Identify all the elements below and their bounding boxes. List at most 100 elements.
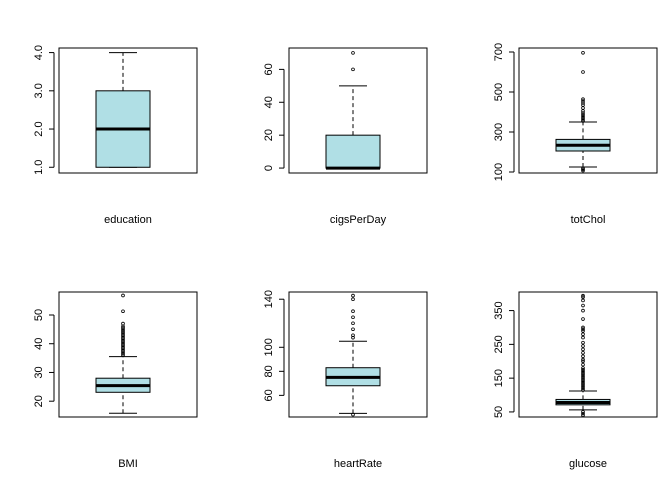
x-axis-label: totChol: [571, 214, 606, 226]
outlier-point: [351, 67, 355, 72]
y-tick-label: 50: [493, 406, 505, 418]
box: [325, 134, 381, 169]
y-tick-label: 30: [33, 366, 45, 378]
x-axis-label: BMI: [118, 458, 138, 470]
panel-heartRate: 60 80 100 140 heartRate: [263, 290, 428, 470]
y-tick-label: 80: [263, 365, 275, 377]
outlier-point: [581, 335, 585, 340]
outlier-point: [581, 372, 585, 377]
outlier-point: [351, 333, 355, 338]
outlier-point: [581, 168, 585, 173]
outlier-point: [581, 308, 585, 313]
outlier-point: [581, 298, 585, 303]
outlier-point: [121, 321, 125, 326]
outlier-point: [121, 326, 125, 330]
outlier-point: [581, 50, 585, 55]
outlier-point: [581, 369, 585, 374]
outlier-point: [581, 166, 585, 171]
outlier-point: [581, 381, 585, 386]
y-tick-label: 3.0: [33, 83, 45, 98]
panel-cigsPerDay: 0 20 40 60 cigsPerDay: [263, 47, 428, 226]
outlier-point: [121, 309, 125, 314]
outlier-point: [351, 327, 355, 332]
outlier-point: [581, 106, 585, 110]
outlier-point: [581, 347, 585, 352]
outlier-point: [581, 366, 585, 370]
outlier-point: [581, 327, 585, 331]
panel-BMI: 20 30 40 50 BMI: [33, 291, 198, 470]
outlier-point: [351, 309, 355, 314]
outlier-point: [581, 332, 585, 337]
outlier-point: [581, 303, 585, 308]
outlier-point: [581, 410, 585, 414]
outlier-point: [581, 354, 585, 358]
outlier-point: [581, 357, 585, 362]
outlier-point: [121, 293, 125, 298]
plot-frame: [518, 47, 658, 174]
y-tick-label: 40: [263, 96, 275, 108]
outlier-point: [581, 111, 585, 115]
outlier-point: [581, 378, 585, 382]
y-tick-label: 0: [263, 165, 275, 171]
outlier-point: [581, 113, 585, 117]
outlier-point: [581, 386, 585, 391]
y-tick-label: 250: [493, 335, 505, 353]
outlier-point: [581, 413, 585, 418]
outlier-point: [581, 103, 585, 107]
outlier-point: [581, 101, 585, 105]
outlier-point: [581, 295, 585, 299]
plot-frame: [518, 291, 658, 418]
outlier-point: [581, 329, 585, 333]
outlier-point: [581, 388, 585, 392]
outlier-point: [581, 70, 585, 74]
y-tick-label: 60: [263, 63, 275, 75]
outlier-point: [581, 97, 585, 101]
y-tick-label: 20: [263, 129, 275, 141]
outlier-point: [581, 384, 585, 389]
outlier-point: [351, 293, 355, 298]
y-tick-label: 4.0: [33, 45, 45, 60]
y-tick-label: 20: [33, 395, 45, 407]
y-tick-label: 350: [493, 301, 505, 319]
y-tick-label: 50: [33, 309, 45, 321]
plot-frame: [288, 47, 428, 174]
x-axis-label: cigsPerDay: [330, 214, 387, 226]
outlier-point: [351, 51, 355, 55]
outlier-point: [581, 411, 585, 416]
outlier-point: [581, 383, 585, 387]
outlier-point: [581, 99, 585, 103]
outlier-point: [581, 374, 585, 379]
y-tick-label: 60: [263, 389, 275, 401]
x-axis-label: heartRate: [334, 458, 382, 470]
outlier-point: [581, 114, 585, 119]
plot-frame: [58, 47, 198, 174]
y-tick-label: 40: [33, 338, 45, 350]
y-tick-label: 500: [493, 83, 505, 101]
outlier-point: [351, 315, 355, 320]
outlier-point: [581, 371, 585, 375]
x-axis-label: glucose: [569, 458, 607, 470]
outlier-point: [581, 325, 585, 330]
panel-totChol: 100 300 500 700 totChol: [493, 43, 658, 226]
y-tick-label: 100: [493, 163, 505, 181]
outlier-point: [581, 367, 585, 372]
y-tick-label: 300: [493, 123, 505, 141]
x-axis-label: education: [104, 214, 152, 226]
outlier-point: [351, 412, 355, 417]
outlier-point: [581, 362, 585, 367]
outlier-point: [581, 376, 585, 380]
outlier-point: [581, 344, 585, 348]
plot-frame: [58, 291, 198, 418]
outlier-point: [351, 321, 355, 326]
y-tick-label: 150: [493, 369, 505, 387]
plot-frame: [288, 291, 428, 418]
y-tick-label: 140: [263, 290, 275, 308]
outlier-point: [581, 379, 585, 384]
panel-glucose: 50 150 250 350 glucose: [493, 291, 658, 470]
outlier-point: [581, 293, 585, 298]
y-tick-label: 1.0: [33, 160, 45, 175]
outlier-point: [351, 297, 355, 302]
y-tick-label: 700: [493, 43, 505, 61]
y-tick-label: 100: [263, 338, 275, 356]
